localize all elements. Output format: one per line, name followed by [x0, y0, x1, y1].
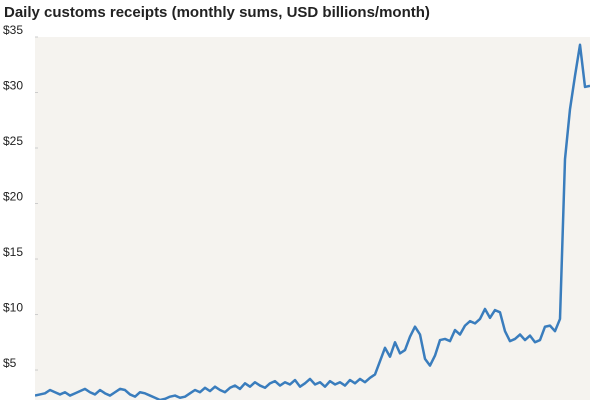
y-tick-label: $10 — [3, 301, 23, 315]
y-tick-label: $20 — [3, 190, 23, 204]
chart-title: Daily customs receipts (monthly sums, US… — [4, 4, 430, 21]
series-line — [35, 43, 590, 400]
plot-area — [35, 37, 590, 400]
y-tick-label: $35 — [3, 23, 23, 37]
y-tick-label: $15 — [3, 245, 23, 259]
y-tick-label: $30 — [3, 79, 23, 93]
y-tick-label: $25 — [3, 134, 23, 148]
y-tick-label: $5 — [3, 356, 17, 370]
